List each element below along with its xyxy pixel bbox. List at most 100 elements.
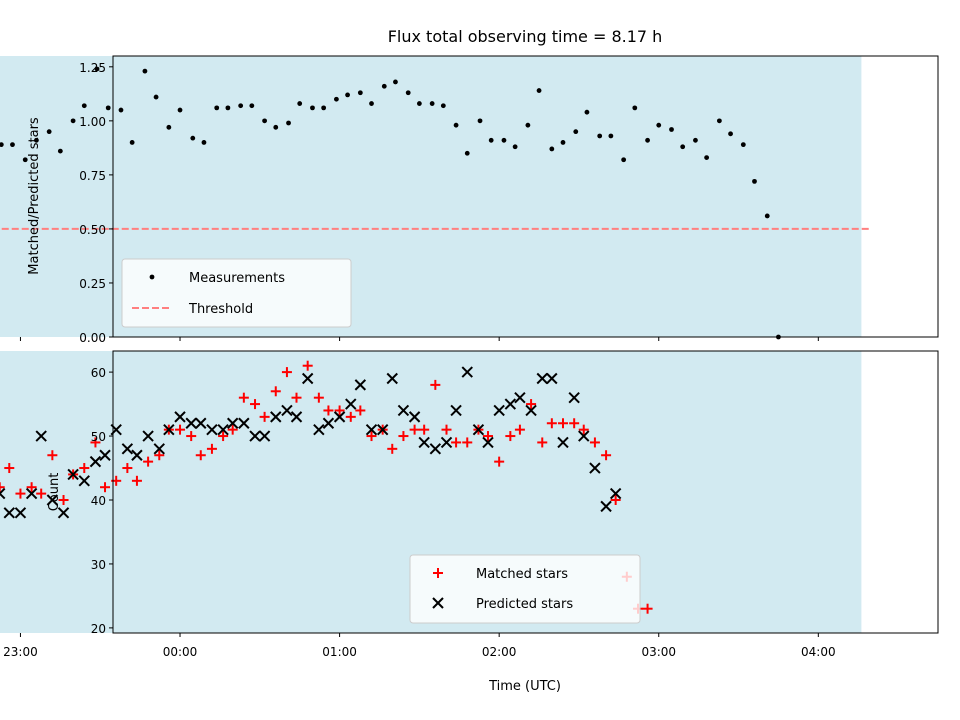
- matched-star-point: [36, 488, 47, 499]
- matched-star-point: [546, 418, 557, 429]
- legend-predicted-label: Predicted stars: [476, 597, 573, 612]
- measurement-point: [0, 142, 4, 148]
- matched-star-point: [131, 475, 142, 486]
- predicted-star-point: [418, 436, 430, 449]
- matched-star-point: [366, 431, 377, 442]
- matched-star-point: [259, 411, 270, 422]
- matched-star-point: [175, 424, 186, 435]
- predicted-star-point: [472, 423, 485, 436]
- measurement-point: [728, 131, 733, 137]
- top-axes-frame: [112, 55, 939, 338]
- predicted-star-point: [131, 449, 143, 461]
- measurement-point: [310, 105, 315, 111]
- predicted-star-point: [46, 494, 59, 506]
- predicted-star-point: [536, 372, 548, 385]
- y-tick-label: 20: [91, 622, 106, 636]
- matched-star-point: [238, 392, 249, 403]
- matched-star-point: [143, 456, 154, 467]
- measurement-point: [46, 129, 52, 135]
- matched-star-point: [4, 463, 15, 474]
- measurement-point: [429, 101, 435, 106]
- y-tick-label: 50: [91, 430, 106, 444]
- predicted-star-point: [493, 404, 505, 417]
- predicted-star-point: [290, 411, 303, 423]
- predicted-star-point: [14, 507, 27, 519]
- chart-title: Flux total observing time = 8.17 h: [388, 27, 663, 46]
- matched-star-point: [514, 424, 525, 435]
- y-tick-label: 0.25: [79, 277, 106, 291]
- matched-star-point: [90, 437, 101, 448]
- measurement-point: [716, 118, 722, 124]
- measurement-point: [464, 150, 470, 156]
- y-tick-label: 0.50: [79, 223, 106, 237]
- measurement-point: [225, 105, 231, 111]
- measurement-point: [177, 107, 183, 113]
- matched-star-point: [122, 463, 133, 474]
- measurement-point: [34, 137, 39, 143]
- measurement-point: [453, 122, 459, 128]
- predicted-star-point: [163, 423, 175, 436]
- predicted-star-point: [354, 379, 367, 391]
- x-tick-label: 03:00: [641, 645, 676, 659]
- matched-star-point: [430, 379, 441, 390]
- measurement-point: [405, 90, 411, 96]
- matched-star-point: [79, 463, 90, 474]
- measurement-point: [740, 142, 746, 148]
- predicted-star-point: [0, 487, 6, 500]
- predicted-star-point: [226, 417, 239, 429]
- measurement-point: [10, 142, 15, 148]
- measurement-point: [597, 133, 603, 139]
- measurement-point: [22, 157, 28, 163]
- bottom-y-ticks: 20 30 40 50 60: [91, 366, 113, 636]
- y-tick-label: 1.25: [79, 61, 106, 75]
- bottom-legend: Matched stars Predicted stars: [409, 554, 641, 624]
- predicted-star-point: [525, 404, 537, 417]
- matched-star-point: [186, 431, 197, 442]
- predicted-star-point: [35, 430, 47, 442]
- predicted-star-point: [121, 443, 134, 455]
- measurement-point: [57, 148, 63, 154]
- measurement-point: [501, 137, 507, 143]
- predicted-star-point: [153, 443, 165, 455]
- matched-star-point: [218, 431, 229, 442]
- predicted-star-point: [185, 417, 197, 429]
- predicted-star-point: [365, 423, 378, 436]
- matched-star-point: [642, 603, 653, 614]
- predicted-star-point: [557, 436, 569, 449]
- measurement-point: [357, 90, 363, 96]
- matched-star-point: [195, 450, 206, 461]
- top-y-ticks: 0.00 0.25 0.50 0.75 1.00 1.25: [79, 61, 113, 345]
- predicted-star-point: [57, 507, 70, 519]
- measurement-point: [704, 155, 710, 160]
- predicted-star-point: [258, 430, 271, 442]
- measurement-point: [645, 137, 650, 143]
- legend-threshold-label: Threshold: [188, 302, 253, 317]
- measurement-point: [249, 103, 255, 109]
- predicted-star-point: [270, 411, 282, 423]
- matched-star-point: [398, 431, 409, 442]
- measurement-point: [153, 94, 159, 100]
- matched-star-point: [558, 418, 568, 429]
- matched-star-point: [47, 450, 58, 461]
- measurement-point: [381, 83, 387, 89]
- measurement-point: [512, 144, 518, 150]
- measurement-point: [632, 105, 638, 111]
- predicted-star-point: [504, 398, 517, 410]
- predicted-star-point: [195, 417, 207, 429]
- measurement-point: [536, 88, 542, 93]
- x-axis-label: Time (UTC): [488, 679, 561, 694]
- matched-star-point: [100, 482, 111, 493]
- matched-star-point: [387, 443, 398, 454]
- matched-star-point: [419, 424, 430, 435]
- measurement-point: [118, 107, 124, 113]
- predicted-star-point: [429, 443, 442, 455]
- measurement-point: [621, 157, 627, 163]
- bottom-axes-frame: [112, 350, 939, 634]
- matched-star-point: [227, 424, 238, 435]
- y-tick-label: 1.00: [79, 115, 106, 129]
- predicted-star-point: [440, 436, 453, 449]
- bottom-panel-marks: [0, 360, 653, 614]
- measurement-point: [345, 92, 350, 98]
- measurement-point: [608, 133, 614, 139]
- y-tick-label: 60: [91, 366, 106, 380]
